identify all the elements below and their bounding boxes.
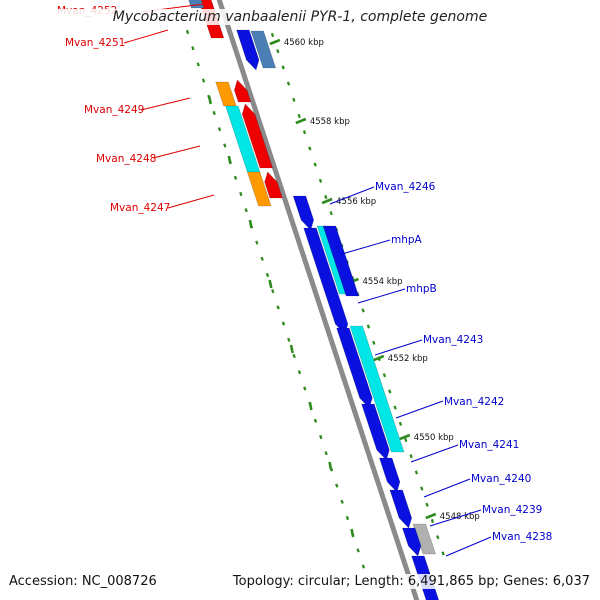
major-tick bbox=[268, 279, 273, 289]
gene-block bbox=[215, 81, 237, 107]
gene-block bbox=[250, 30, 277, 69]
label-leader bbox=[423, 478, 471, 498]
gene-labels: Mvan_4252Mvan_4251Mvan_4249Mvan_4248Mvan… bbox=[57, 3, 552, 557]
scale-label: 4560 kbp bbox=[284, 38, 324, 48]
scale-tick bbox=[425, 512, 437, 520]
major-tick bbox=[207, 95, 212, 105]
gene-arrow bbox=[361, 403, 390, 461]
gene-arrow bbox=[292, 195, 315, 231]
gene-arrow bbox=[241, 103, 274, 169]
gene-arrow bbox=[389, 489, 413, 529]
label-leader bbox=[410, 444, 459, 463]
major-tick bbox=[350, 528, 355, 538]
gene-arrow bbox=[233, 79, 252, 103]
gene-label-reverse: Mvan_4249 bbox=[84, 104, 144, 116]
label-leader bbox=[357, 288, 406, 304]
gene-label-forward: mhpA bbox=[391, 234, 423, 246]
gene-label-reverse: Mvan_4248 bbox=[96, 153, 156, 165]
gene-label-forward: Mvan_4239 bbox=[482, 504, 542, 516]
label-leader bbox=[395, 400, 444, 419]
genome-backbone bbox=[216, 0, 420, 600]
gene-label-forward: Mvan_4246 bbox=[375, 181, 436, 193]
genome-summary: Topology: circular; Length: 6,491,865 bp… bbox=[232, 574, 590, 589]
label-leader bbox=[374, 339, 423, 356]
major-tick bbox=[308, 401, 313, 411]
scale-label: 4558 kbp bbox=[310, 117, 350, 127]
gene-label-reverse: Mvan_4251 bbox=[65, 37, 125, 49]
label-leader bbox=[329, 186, 375, 205]
major-tick bbox=[328, 461, 333, 471]
label-leader bbox=[123, 29, 169, 44]
scale-tick bbox=[295, 117, 307, 125]
scale-tick bbox=[321, 197, 333, 205]
gene-arrow bbox=[336, 327, 373, 409]
label-leader bbox=[341, 239, 391, 255]
scale-tick bbox=[399, 433, 411, 441]
label-leader bbox=[429, 509, 482, 527]
label-leader bbox=[445, 536, 492, 557]
major-tick bbox=[289, 344, 294, 354]
gene-label-forward: Mvan_4238 bbox=[492, 531, 552, 543]
map-title: Mycobacterium vanbaalenii PYR-1, complet… bbox=[0, 9, 600, 25]
gene-label-forward: mhpB bbox=[406, 283, 437, 295]
scale-label: 4556 kbp bbox=[336, 197, 376, 207]
label-leader bbox=[167, 194, 215, 209]
gene-label-forward: Mvan_4243 bbox=[423, 334, 483, 346]
gene-arrow bbox=[401, 527, 422, 557]
gene-arrow bbox=[236, 29, 260, 71]
accession-label: Accession: NC_008726 bbox=[9, 574, 157, 589]
label-leader bbox=[152, 145, 201, 159]
label-leader bbox=[140, 97, 191, 111]
major-tick bbox=[248, 219, 253, 229]
gene-label-reverse: Mvan_4247 bbox=[110, 202, 170, 214]
scale-label: 4554 kbp bbox=[362, 277, 402, 287]
scale-label: 4550 kbp bbox=[414, 433, 454, 443]
gene-label-forward: Mvan_4240 bbox=[471, 473, 531, 485]
gene-label-forward: Mvan_4241 bbox=[459, 439, 519, 451]
gene-block bbox=[322, 225, 360, 297]
gene-arrow bbox=[378, 457, 401, 493]
gene-arrow bbox=[264, 171, 283, 199]
gene-features bbox=[188, 0, 440, 600]
gene-block bbox=[188, 0, 205, 9]
major-tick bbox=[227, 155, 232, 165]
scale-tick bbox=[269, 38, 281, 46]
gene-block bbox=[246, 171, 272, 207]
scale-tick bbox=[373, 354, 385, 362]
gene-label-forward: Mvan_4242 bbox=[444, 396, 504, 408]
gene-block bbox=[349, 325, 405, 453]
scale-label: 4552 kbp bbox=[388, 354, 428, 364]
